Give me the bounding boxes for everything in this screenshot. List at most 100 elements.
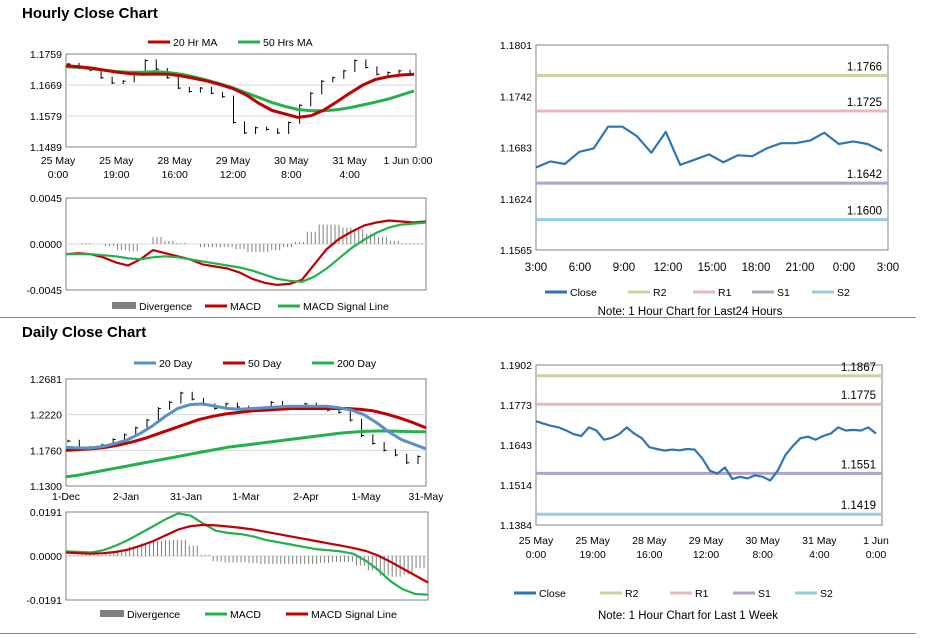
hourly-levels-close-line bbox=[535, 125, 883, 169]
daily-macd-ytick-1: 0.0000 bbox=[30, 551, 62, 563]
daily-price-legend-ma50-label: 50 Day bbox=[248, 358, 282, 370]
daily-price-legend-ma20-label: 20 Day bbox=[159, 358, 193, 370]
hourly-price-xtick-6: 1 Jun 0:00 bbox=[383, 155, 432, 167]
daily-price-ma20-line bbox=[65, 402, 427, 451]
daily-price-xtick-0: 1-Dec bbox=[52, 491, 80, 503]
hourly-price-xtick-5: 31 May bbox=[332, 155, 367, 167]
daily-macd-legend-divergence-label: Divergence bbox=[127, 609, 180, 621]
hourly-levels-level-s2-label: 1.1600 bbox=[847, 206, 882, 218]
daily-levels-legend-r2-label: R2 bbox=[625, 588, 639, 600]
hourly-levels-ytick-1: 1.1742 bbox=[500, 91, 532, 103]
daily-levels-note: Note: 1 Hour Chart for Last 1 Week bbox=[598, 610, 778, 622]
daily-macd-legend-signal-label: MACD Signal Line bbox=[311, 609, 397, 621]
daily-levels-xtick-3: 29 May bbox=[689, 535, 724, 547]
hourly-price-xtick-4: 30 May bbox=[274, 155, 309, 167]
daily-levels-xtick-6: 1 Jun bbox=[863, 535, 889, 547]
hourly-levels-legend-r2-label: R2 bbox=[653, 287, 667, 299]
hourly-levels-note: Note: 1 Hour Chart for Last24 Hours bbox=[598, 306, 783, 318]
daily-macd-legend-macd-label: MACD bbox=[230, 609, 261, 621]
hourly-levels-level-s1-label: 1.1642 bbox=[847, 169, 882, 181]
hourly-levels-xtick-5: 18:00 bbox=[742, 262, 771, 274]
daily-levels-frame bbox=[535, 364, 883, 526]
hourly-price-xtick-sub-3: 12:00 bbox=[220, 169, 246, 181]
daily-levels-level-s2-label: 1.1419 bbox=[841, 500, 876, 512]
hourly-section-title: Hourly Close Chart bbox=[22, 5, 158, 22]
daily-levels-legend-s2-label: S2 bbox=[820, 588, 833, 600]
hourly-macd-macd-line bbox=[65, 219, 427, 286]
hourly-levels-xtick-7: 0:00 bbox=[833, 262, 855, 274]
hourly-price-xtick-sub-4: 8:00 bbox=[281, 169, 302, 181]
hourly-price-ytick-0: 1.1759 bbox=[30, 49, 62, 61]
hourly-macd-signal-line bbox=[66, 221, 427, 283]
hourly-levels-xtick-0: 3:00 bbox=[525, 262, 547, 274]
hourly-levels-level-r2-label: 1.1766 bbox=[847, 61, 882, 73]
daily-levels-legend-r1-label: R1 bbox=[695, 588, 709, 600]
section-divider-bottom bbox=[0, 633, 916, 634]
daily-levels-xtick-sub-3: 12:00 bbox=[693, 549, 719, 561]
hourly-macd-ytick-0: 0.0045 bbox=[30, 193, 62, 205]
hourly-price-xtick-sub-5: 4:00 bbox=[339, 169, 360, 181]
hourly-price-xtick-sub-1: 19:00 bbox=[103, 169, 129, 181]
hourly-levels-frame bbox=[535, 44, 889, 251]
hourly-price-ytick-3: 1.1489 bbox=[30, 142, 62, 154]
daily-levels-level-r2-label: 1.1867 bbox=[841, 362, 876, 374]
hourly-price-xtick-0: 25 May bbox=[41, 155, 76, 167]
hourly-price-xtick-1: 25 May bbox=[99, 155, 134, 167]
hourly-price-ytick-1: 1.1669 bbox=[30, 80, 62, 92]
daily-macd-ytick-0: 0.0191 bbox=[30, 507, 62, 519]
hourly-levels-ytick-2: 1.1683 bbox=[500, 143, 532, 155]
hourly-levels-xtick-4: 15:00 bbox=[698, 262, 727, 274]
daily-price-ma50-line bbox=[65, 407, 427, 452]
hourly-price-xtick-sub-0: 0:00 bbox=[48, 169, 69, 181]
hourly-levels-level-r1-label: 1.1725 bbox=[847, 97, 882, 109]
daily-levels-ytick-0: 1.1902 bbox=[500, 360, 532, 372]
hourly-levels-ytick-4: 1.1565 bbox=[500, 245, 532, 257]
daily-levels-xtick-sub-6: 0:00 bbox=[866, 549, 887, 561]
daily-price-xtick-3: 1-Mar bbox=[232, 491, 260, 503]
hourly-price-legend-ma20-label: 20 Hr MA bbox=[173, 37, 217, 49]
daily-levels-ytick-1: 1.1773 bbox=[500, 400, 532, 412]
hourly-levels-ytick-3: 1.1624 bbox=[500, 194, 532, 206]
hourly-price-xtick-3: 29 May bbox=[216, 155, 251, 167]
hourly-price-ytick-2: 1.1579 bbox=[30, 111, 62, 123]
hourly-price-ma20-line bbox=[65, 64, 415, 119]
hourly-price-xtick-sub-2: 16:00 bbox=[162, 169, 188, 181]
daily-price-legend-ma200-label: 200 Day bbox=[337, 358, 377, 370]
hourly-macd-legend-macd-label: MACD bbox=[230, 301, 261, 313]
daily-levels-legend-s1-label: S1 bbox=[758, 588, 771, 600]
daily-levels-close-line bbox=[535, 420, 877, 482]
daily-levels-xtick-2: 28 May bbox=[632, 535, 667, 547]
hourly-macd-ytick-2: -0.0045 bbox=[26, 285, 62, 297]
section-divider-top bbox=[0, 317, 916, 318]
daily-macd-ytick-2: -0.0191 bbox=[26, 595, 62, 607]
daily-price-ytick-2: 1.1760 bbox=[30, 445, 62, 457]
daily-price-xtick-1: 2-Jan bbox=[113, 491, 139, 503]
hourly-price-legend-ma50-label: 50 Hrs MA bbox=[263, 37, 313, 49]
daily-levels-xtick-1: 25 May bbox=[575, 535, 610, 547]
daily-section-title: Daily Close Chart bbox=[22, 324, 147, 341]
hourly-levels-legend-s1-label: S1 bbox=[777, 287, 790, 299]
hourly-levels-ytick-0: 1.1801 bbox=[500, 40, 532, 52]
hourly-macd-legend-divergence-label: Divergence bbox=[139, 301, 192, 313]
daily-price-ytick-3: 1.1300 bbox=[30, 481, 62, 493]
daily-levels-xtick-sub-2: 16:00 bbox=[636, 549, 662, 561]
hourly-levels-xtick-6: 21:00 bbox=[786, 262, 815, 274]
daily-macd-legend-divergence-swatch bbox=[100, 610, 124, 617]
hourly-levels-legend-close-label: Close bbox=[570, 287, 597, 299]
daily-levels-xtick-sub-1: 19:00 bbox=[580, 549, 606, 561]
daily-levels-level-s1-label: 1.1551 bbox=[841, 459, 876, 471]
daily-price-ytick-1: 1.2220 bbox=[30, 410, 62, 422]
hourly-macd-legend-divergence-swatch bbox=[112, 302, 136, 309]
daily-levels-xtick-sub-5: 4:00 bbox=[809, 549, 830, 561]
daily-macd-macd-line bbox=[65, 512, 429, 596]
hourly-levels-xtick-8: 3:00 bbox=[877, 262, 899, 274]
daily-levels-xtick-sub-4: 8:00 bbox=[752, 549, 773, 561]
hourly-levels-legend-s2-label: S2 bbox=[837, 287, 850, 299]
daily-levels-level-r1-label: 1.1775 bbox=[841, 390, 876, 402]
hourly-macd-legend-signal-label: MACD Signal Line bbox=[303, 301, 389, 313]
daily-levels-ytick-4: 1.1384 bbox=[500, 520, 532, 532]
daily-levels-xtick-4: 30 May bbox=[745, 535, 780, 547]
daily-price-ma200-line bbox=[65, 429, 426, 479]
hourly-macd-ytick-1: 0.0000 bbox=[30, 239, 62, 251]
